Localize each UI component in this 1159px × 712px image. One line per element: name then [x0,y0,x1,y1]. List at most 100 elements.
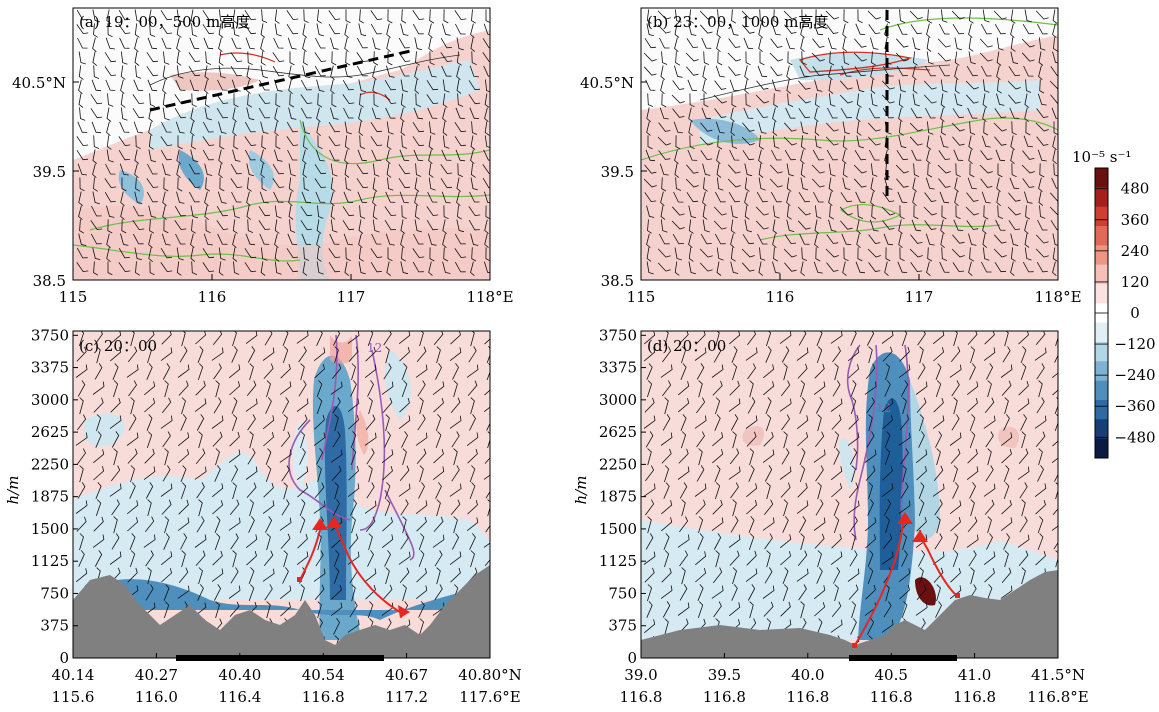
wind-barb [766,550,771,568]
wind-barb [969,121,976,135]
wind-barb [912,93,920,107]
wind-barb [647,380,653,398]
wind-barb [699,262,713,272]
wind-barb [748,516,755,533]
wind-barb [455,107,466,119]
wind-barb [418,550,425,568]
wind-barb [328,10,341,21]
colorbar-unit: 10⁻⁵ s⁻¹ [1072,148,1131,166]
wind-barb [1003,465,1010,483]
wind-barb [343,233,353,246]
wind-barb [259,191,269,204]
wind-barb [1034,347,1047,361]
wind-barb [90,220,103,231]
wind-barb [1008,94,1021,104]
wind-barb [282,567,289,584]
wind-barb [814,219,820,234]
wind-barb [951,248,965,258]
wind-barb [195,448,206,465]
wind-barb [950,448,961,464]
wind-barb [646,601,653,618]
wind-barb [927,247,933,262]
wind-barb [428,163,434,178]
wind-barb [160,262,173,273]
wind-barb [331,93,337,108]
wind-barb [1034,415,1047,429]
wind-barb [1037,465,1044,482]
wind-barb [286,136,299,147]
wind-barb [967,177,977,190]
wind-barb [787,51,793,66]
wind-barb [679,482,688,499]
wind-barb [674,163,680,178]
wind-barb [384,219,397,231]
wind-barb [780,551,792,566]
panel-c: 12 (c) 20：00 h/m 03757501125150018752250… [4,326,522,706]
wind-barb [249,431,254,449]
wind-barb [314,414,325,430]
wind-barb [134,23,140,38]
wind-barb [177,177,183,192]
wind-barb [450,499,461,515]
wind-barb [701,107,712,120]
wind-barb [348,346,359,362]
wind-barb [333,499,340,516]
wind-barb [695,499,706,515]
wind-barb [941,247,948,261]
wind-barb [840,192,853,203]
wind-barb [927,9,933,24]
wind-barb [118,136,131,147]
wind-barb [484,107,489,122]
wind-barb [300,584,305,602]
wind-barb [950,346,961,363]
wind-barb [92,51,98,66]
wind-barb [359,9,365,24]
wind-barb [232,219,238,234]
wind-barb [996,177,1001,193]
wind-barb [911,219,922,232]
wind-barb [400,79,408,93]
wind-barb [770,66,783,76]
wind-barb [839,80,853,90]
wind-barb [134,51,140,66]
wind-barb [231,397,238,414]
wind-barb [1054,465,1058,482]
wind-barb [402,448,407,466]
wind-barb [435,363,442,380]
wind-barb [646,107,651,123]
wind-barb [897,23,908,35]
wind-barb [814,107,819,122]
wind-barb [869,149,880,161]
wind-barb [399,567,410,583]
wind-barb [996,51,1002,66]
wind-barb [695,551,707,566]
wind-barb [400,233,405,248]
wind-barb [414,219,422,233]
wind-barb [177,517,190,531]
wind-barb [677,466,690,480]
wind-barb [482,38,490,49]
wind-barb [211,483,224,498]
wind-barb [334,482,339,500]
wind-barb [926,135,932,150]
wind-barb [797,432,809,447]
wind-barb [923,94,937,104]
wind-barb [953,219,964,231]
wind-barb [332,431,341,448]
wind-barb [484,261,490,274]
wind-barb [202,262,215,273]
wind-barb [330,107,339,120]
wind-barb [129,550,136,568]
wind-barb [646,121,651,136]
xtick-lat: 41.0 [958,666,991,684]
wind-barb [106,205,115,218]
wind-barb [762,517,775,531]
wind-barb [800,163,806,178]
wind-barb [765,346,772,363]
wind-barb [755,94,769,104]
wind-barb [1022,261,1034,273]
wind-barb [674,247,682,261]
wind-barb [834,431,839,449]
ytick-label: 3750 [31,326,69,344]
